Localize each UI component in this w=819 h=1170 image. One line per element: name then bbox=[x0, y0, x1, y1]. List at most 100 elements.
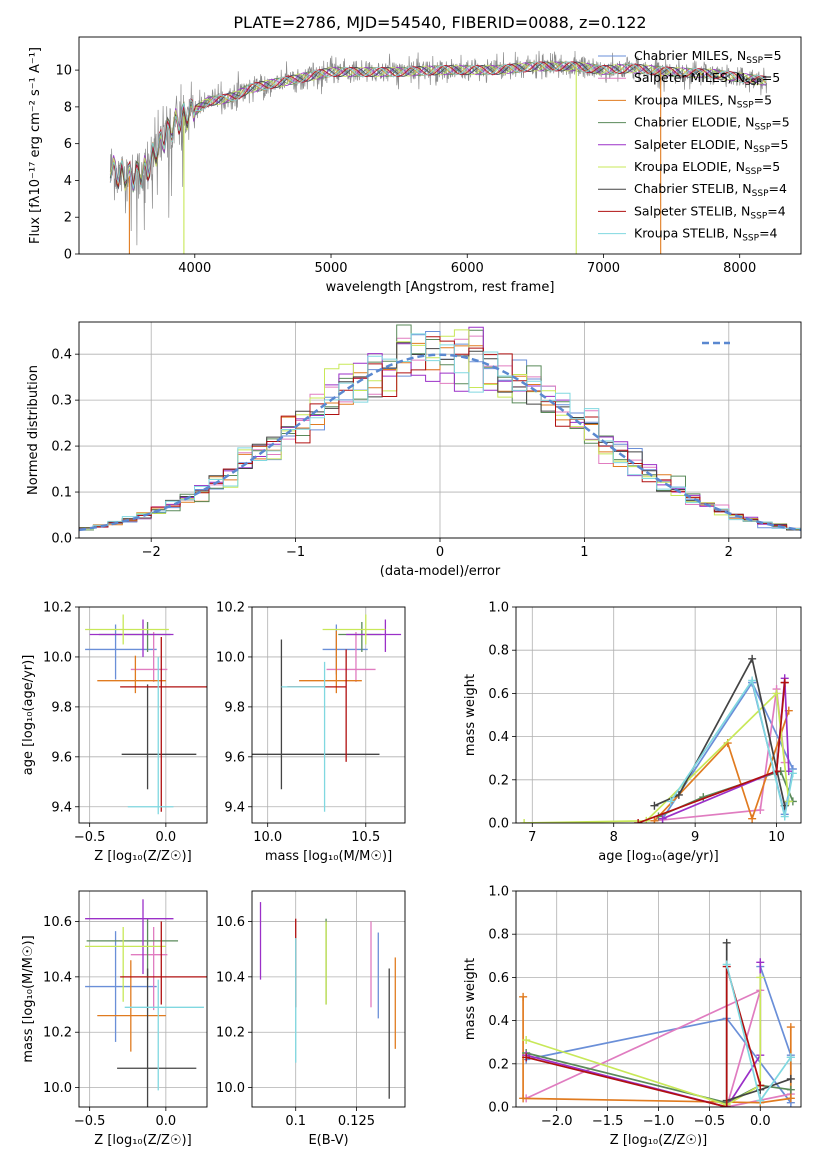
spectrum-model-line bbox=[109, 61, 767, 188]
y-tick-label: 10.2 bbox=[216, 601, 245, 616]
weight-line bbox=[525, 1052, 791, 1104]
legend-label: Kroupa STELIB, NSSP=4 bbox=[634, 226, 778, 244]
panel-mass_vs_Z: −0.5 0.0 10.0 10.2 10.4 10.6 Z [log₁₀(Z/Z☉)] ma… bbox=[21, 890, 208, 1148]
weight-marker bbox=[722, 1103, 731, 1107]
histogram-step bbox=[79, 333, 801, 532]
legend-subscript: SSP bbox=[745, 78, 762, 88]
y-tick-label: 0 bbox=[64, 248, 72, 263]
plot-content bbox=[85, 899, 207, 1107]
x-axis-label: mass [log₁₀(M/M☉)] bbox=[265, 849, 392, 864]
y-tick-label: 9.4 bbox=[224, 800, 245, 815]
legend-suffix: =5 bbox=[762, 70, 780, 85]
y-tick-label: 1.0 bbox=[488, 601, 509, 616]
legend-suffix: =4 bbox=[759, 226, 777, 241]
plot-content bbox=[109, 50, 768, 254]
weight-marker bbox=[786, 1085, 795, 1094]
y-tick-label: 0.1 bbox=[51, 486, 72, 501]
panel-residuals: −2 −1 0 1 2 0.0 0.1 0.2 0.3 0.4 (data-model)/error… bbox=[26, 321, 802, 579]
x-tick-label: 0.125 bbox=[338, 1114, 375, 1129]
x-axis-label: wavelength [Angstrom, rest frame] bbox=[326, 280, 555, 295]
legend-subscript: SSP bbox=[754, 123, 771, 133]
legend-subscript: SSP bbox=[737, 100, 754, 110]
weight-line bbox=[669, 678, 794, 817]
y-tick-label: 0.0 bbox=[51, 532, 72, 547]
x-tick-label: 10.0 bbox=[253, 830, 282, 845]
weight-marker bbox=[748, 654, 757, 663]
x-tick-label: 5000 bbox=[314, 261, 347, 276]
y-tick-label: 9.6 bbox=[51, 750, 72, 765]
panel-age_vs_Z: −0.5 0.0 9.4 9.6 9.8 10.0 10.2 Z [log₁₀(Z/Z☉)] a… bbox=[21, 601, 208, 864]
weight-marker bbox=[519, 992, 528, 1001]
legend-label: Salpeter STELIB, NSSP=4 bbox=[634, 203, 786, 221]
weight-marker bbox=[786, 1023, 795, 1032]
x-tick-label: −0.5 bbox=[74, 1114, 106, 1129]
x-tick-label: 0.0 bbox=[156, 830, 177, 845]
y-tick-label: 10.0 bbox=[43, 1081, 72, 1096]
axes-frame bbox=[515, 606, 802, 824]
legend-suffix: =5 bbox=[770, 137, 788, 152]
y-tick-label: 0.2 bbox=[51, 440, 72, 455]
y-axis-label: mass weight bbox=[463, 674, 478, 756]
y-tick-label: 9.6 bbox=[224, 750, 245, 765]
y-tick-label: 10 bbox=[55, 64, 72, 79]
x-axis-label: E(B-V) bbox=[308, 1133, 348, 1148]
axes-frame bbox=[251, 606, 406, 824]
weight-marker bbox=[788, 769, 797, 778]
weight-marker bbox=[756, 958, 765, 967]
x-tick-label: 4000 bbox=[178, 261, 211, 276]
legend: Chabrier MILES, NSSP=5 Salpeter MILES, NS… bbox=[598, 48, 790, 244]
y-tick-label: 0.3 bbox=[51, 394, 72, 409]
y-tick-label: 0.2 bbox=[488, 773, 509, 788]
legend-subscript: SSP bbox=[752, 189, 769, 199]
x-tick-label: 1 bbox=[580, 545, 588, 560]
y-tick-label: 10.0 bbox=[43, 650, 72, 665]
axes-frame bbox=[78, 321, 802, 539]
legend-label: Kroupa ELODIE, NSSP=5 bbox=[634, 159, 780, 177]
weight-line bbox=[525, 966, 762, 1107]
y-tick-label: 2 bbox=[64, 211, 72, 226]
weight-line bbox=[524, 691, 790, 823]
y-axis-label: mass weight bbox=[463, 958, 478, 1040]
weight-marker bbox=[756, 1096, 765, 1105]
weight-marker bbox=[756, 1081, 765, 1090]
x-tick-label: 0.1 bbox=[285, 1114, 306, 1129]
weight-marker bbox=[748, 676, 757, 685]
axes-frame bbox=[78, 36, 802, 255]
x-axis-label: (data-model)/error bbox=[380, 564, 501, 579]
weight-marker bbox=[780, 678, 789, 687]
x-tick-label: 0.0 bbox=[750, 1114, 771, 1129]
x-tick-label: 0 bbox=[436, 545, 444, 560]
legend-subscript: SSP bbox=[753, 145, 770, 155]
weight-marker bbox=[756, 806, 765, 815]
legend-label: Chabrier ELODIE, NSSP=5 bbox=[634, 115, 790, 133]
weight-marker bbox=[786, 1074, 795, 1083]
plot-area bbox=[252, 891, 405, 1107]
spectrum-model-line bbox=[109, 61, 767, 190]
legend-subscript: SSP bbox=[745, 167, 762, 177]
x-axis-label: Z [log₁₀(Z/Z☉)] bbox=[94, 1133, 191, 1148]
x-tick-label: 8000 bbox=[723, 261, 756, 276]
x-tick-label: 10.5 bbox=[351, 830, 380, 845]
y-tick-label: 0.8 bbox=[488, 644, 509, 659]
panel-mass_vs_ebv: 0.1 0.125 10.0 10.2 10.4 10.6 E(B-V) bbox=[216, 890, 406, 1148]
y-tick-label: 0.4 bbox=[488, 1014, 509, 1029]
panel-weight_vs_Z: −2.0 −1.5 −1.0 −0.5 0.0 0.0 0.2 0.4 0.6 0.8 1.0 Z [… bbox=[463, 885, 802, 1148]
axes-frame bbox=[251, 890, 406, 1108]
x-tick-label: 7000 bbox=[587, 261, 620, 276]
weight-marker bbox=[674, 790, 683, 799]
x-tick-label: −1.0 bbox=[643, 1114, 675, 1129]
y-tick-label: 9.8 bbox=[51, 700, 72, 715]
weight-marker bbox=[780, 812, 789, 821]
normal-curve bbox=[79, 353, 801, 532]
panel-spectrum: 4000 5000 6000 7000 8000 0 2 4 6 8 10 wavelength [A… bbox=[28, 36, 802, 295]
y-tick-label: 10.2 bbox=[216, 1026, 245, 1041]
panel-age_vs_mass: 10.0 10.5 9.4 9.6 9.8 10.0 10.2 mass [log₁₀(M/M… bbox=[216, 601, 406, 864]
x-tick-label: 9 bbox=[691, 830, 699, 845]
legend-suffix: =5 bbox=[762, 159, 780, 174]
y-tick-label: 9.8 bbox=[224, 700, 245, 715]
y-tick-label: 10.0 bbox=[216, 1081, 245, 1096]
x-tick-label: 6000 bbox=[451, 261, 484, 276]
legend-subscript: SSP bbox=[742, 234, 759, 244]
legend-label: Chabrier STELIB, NSSP=4 bbox=[634, 181, 787, 199]
y-tick-label: 0.2 bbox=[488, 1057, 509, 1072]
